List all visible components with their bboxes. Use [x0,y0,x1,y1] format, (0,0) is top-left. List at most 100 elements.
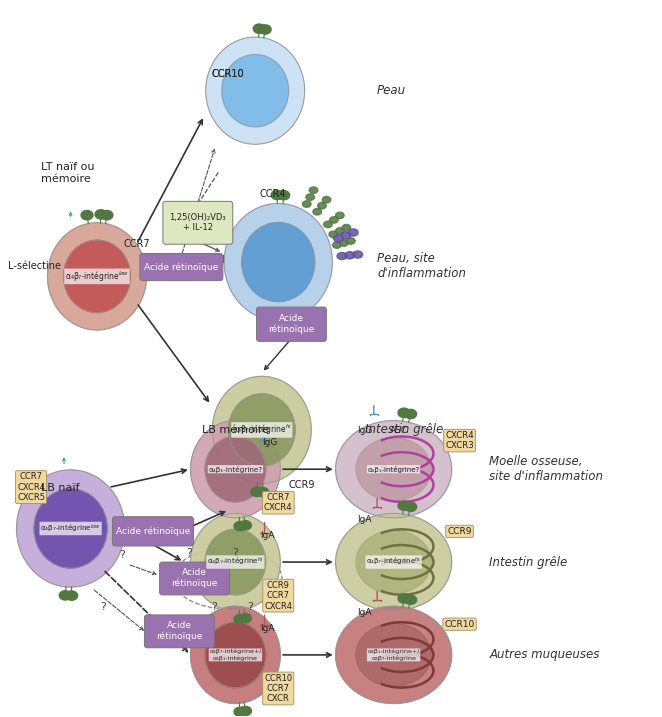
Ellipse shape [336,421,451,518]
Ellipse shape [95,210,107,219]
Ellipse shape [278,191,289,200]
Text: Peau, site
d'inflammation: Peau, site d'inflammation [377,252,466,280]
Ellipse shape [398,594,410,603]
Text: Peau: Peau [377,84,406,98]
Text: Acide
rétinoïque: Acide rétinoïque [156,622,203,641]
Text: ?: ? [232,548,238,558]
Text: Acide rétinoïque: Acide rétinoïque [116,526,190,536]
Text: CCR9: CCR9 [288,480,314,490]
Ellipse shape [318,202,326,209]
Text: α₄β₇-intégrine$^{hi}$: α₄β₇-intégrine$^{hi}$ [366,556,421,568]
Text: α₄β₇-intégrine+/
α₄β₁-intégrine: α₄β₇-intégrine+/ α₄β₁-intégrine [209,649,261,661]
Ellipse shape [240,614,252,623]
Ellipse shape [404,595,416,604]
Text: IgA: IgA [260,624,275,632]
Ellipse shape [191,607,280,703]
FancyBboxPatch shape [144,615,214,647]
Text: α₄β₁-intégrine+/
α₄β₇-intégrine: α₄β₁-intégrine+/ α₄β₇-intégrine [367,649,420,661]
Text: α₄β₁-intégrine?: α₄β₁-intégrine? [209,466,263,473]
Text: α₄β₇-intégrine$^{low}$: α₄β₇-intégrine$^{low}$ [65,269,129,283]
Text: ?: ? [211,602,216,612]
Ellipse shape [324,221,332,227]
Ellipse shape [341,232,351,239]
Ellipse shape [206,37,305,144]
Text: CXCR4
CXCR3: CXCR4 CXCR3 [445,431,474,450]
Ellipse shape [224,204,332,320]
Ellipse shape [34,489,107,568]
Ellipse shape [356,531,432,594]
Ellipse shape [228,394,295,466]
Ellipse shape [66,591,77,600]
Ellipse shape [329,231,338,237]
Text: ?: ? [101,602,107,612]
Ellipse shape [322,196,331,203]
Ellipse shape [251,487,263,496]
Text: α₄β₇-intégrine$^{hi}$: α₄β₇-intégrine$^{hi}$ [207,556,264,568]
Ellipse shape [191,421,280,518]
Ellipse shape [271,190,283,199]
Ellipse shape [254,24,265,33]
Ellipse shape [222,54,289,127]
Ellipse shape [337,252,347,260]
Ellipse shape [313,209,322,215]
Ellipse shape [348,229,358,236]
Ellipse shape [306,194,314,200]
FancyBboxPatch shape [256,307,326,341]
Text: CCR4: CCR4 [260,189,286,199]
Text: Acide rétinoïque: Acide rétinoïque [144,262,218,272]
FancyBboxPatch shape [160,562,230,595]
Text: ?: ? [248,602,254,612]
Text: IgA: IgA [260,531,275,540]
Text: Intestin grêle: Intestin grêle [489,556,567,569]
Ellipse shape [101,211,113,220]
Text: IgA: IgA [357,516,372,524]
Ellipse shape [347,238,355,244]
Text: LB mémoire: LB mémoire [203,425,269,435]
Text: Acide
rétinoïque: Acide rétinoïque [171,569,218,589]
Text: IgA: IgA [357,608,372,617]
FancyBboxPatch shape [113,517,193,546]
Ellipse shape [260,25,271,34]
Ellipse shape [336,513,451,611]
Ellipse shape [303,201,311,207]
Text: CCR10: CCR10 [444,619,475,629]
Ellipse shape [404,409,416,419]
Ellipse shape [191,513,280,611]
Ellipse shape [17,470,124,587]
Ellipse shape [205,529,265,595]
Text: CCR10: CCR10 [212,70,244,80]
Text: ?: ? [186,548,192,558]
Ellipse shape [356,623,432,686]
Ellipse shape [356,437,432,500]
Ellipse shape [340,239,348,246]
Ellipse shape [334,234,344,242]
Text: Autres muqueuses: Autres muqueuses [489,648,600,661]
Text: CCR10: CCR10 [211,70,244,80]
Ellipse shape [242,222,314,302]
Text: CCR7
CXCR4: CCR7 CXCR4 [264,493,293,513]
Ellipse shape [240,521,252,530]
Ellipse shape [398,408,410,417]
Text: α₄β₁-intégrine?: α₄β₁-intégrine? [367,466,420,473]
Text: CCR7
CXCR4
CXCR5: CCR7 CXCR4 CXCR5 [17,473,45,502]
Text: LT naïf ou
mémoire: LT naïf ou mémoire [41,162,95,184]
Ellipse shape [48,223,146,330]
FancyBboxPatch shape [163,201,233,244]
Text: α₄β₇-intégrine$^{hi}$: α₄β₇-intégrine$^{hi}$ [232,423,292,437]
Ellipse shape [342,224,351,231]
Ellipse shape [398,501,410,511]
Ellipse shape [336,228,344,234]
Text: IgG: IgG [261,438,277,447]
Ellipse shape [205,622,265,688]
Ellipse shape [81,211,93,220]
Text: α₄β₇-intégrine$^{low}$: α₄β₇-intégrine$^{low}$ [40,523,101,535]
Text: LB naïf: LB naïf [41,483,79,493]
Ellipse shape [330,217,338,223]
Text: 1,25(OH)₂VD₃
+ IL-12: 1,25(OH)₂VD₃ + IL-12 [169,213,226,232]
Ellipse shape [257,488,269,497]
Ellipse shape [234,521,246,531]
Ellipse shape [205,437,265,502]
Ellipse shape [309,187,318,194]
Text: ASC: ASC [391,426,408,435]
Ellipse shape [353,251,363,258]
